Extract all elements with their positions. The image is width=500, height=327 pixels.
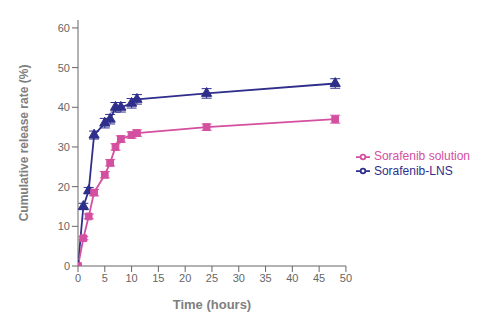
svg-text:45: 45 [313, 272, 325, 284]
svg-text:10: 10 [58, 220, 70, 232]
html-text:Sorafenib-LNS: Sorafenib-LNS [373, 163, 453, 178]
svg-text:60: 60 [58, 22, 70, 34]
svg-text:30: 30 [233, 272, 245, 284]
svg-text:30: 30 [58, 141, 70, 153]
svg-text:20: 20 [179, 272, 191, 284]
svg-text:Cumulative release rate (%): Cumulative release rate (%) [17, 65, 31, 222]
svg-text:5: 5 [102, 272, 108, 284]
svg-text:25: 25 [206, 272, 218, 284]
svg-text:0: 0 [75, 272, 81, 284]
svg-text:20: 20 [58, 181, 70, 193]
svg-text:40: 40 [286, 272, 298, 284]
svg-text:50: 50 [58, 62, 70, 74]
svg-text:0: 0 [64, 260, 70, 272]
svg-text:10: 10 [125, 272, 137, 284]
svg-text:Time (hours): Time (hours) [173, 297, 252, 312]
svg-text:40: 40 [58, 101, 70, 113]
svg-text:15: 15 [152, 272, 164, 284]
svg-text:35: 35 [259, 272, 271, 284]
html-text:Sorafenib solution: Sorafenib solution [373, 148, 470, 163]
svg-text:50: 50 [340, 272, 352, 284]
